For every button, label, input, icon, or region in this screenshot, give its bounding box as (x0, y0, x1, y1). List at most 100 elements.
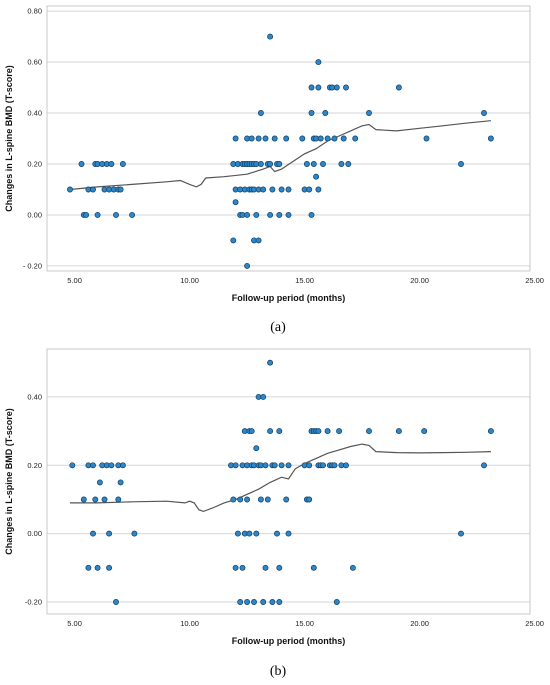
panel-a-data-point (343, 84, 349, 91)
panel-a-data-point (253, 211, 260, 218)
panel-a-data-point (303, 161, 310, 167)
panel-a-data-point (338, 161, 345, 167)
panel-a-x-tick-label: 15.00 (295, 276, 314, 285)
panel-a-data-point (458, 161, 464, 167)
panel-b-x-tick-label: 25.00 (525, 619, 544, 628)
panel-a-data-point (308, 211, 315, 218)
panel-a-data-point (78, 161, 85, 167)
panel-b-data-point (80, 496, 87, 503)
panel-b-y-tick-label: 0.40 (27, 392, 42, 401)
panel-b-data-point (69, 462, 76, 469)
panel-a-data-point (244, 211, 251, 218)
panel-a-data-point (267, 33, 274, 40)
panel-a-data-point (352, 135, 359, 142)
panel-b-data-point (251, 599, 257, 605)
panel-b-data-point (324, 428, 331, 435)
panel-b-data-point (106, 564, 113, 571)
panel-a-data-point (267, 211, 274, 218)
panel-b-data-point (264, 496, 271, 503)
panel-a-data-point (244, 262, 251, 269)
panel-b-data-point (119, 462, 126, 469)
panel-b-data-point (96, 479, 103, 486)
panel-b-label: (b) (270, 664, 287, 679)
panel-b-data-point (306, 462, 313, 469)
panel-b-data-point (244, 496, 251, 503)
panel-b-data-point (94, 564, 101, 571)
panel-b-data-point (115, 496, 122, 503)
panel-a-data-point (283, 135, 290, 142)
panel-a-data-point (113, 211, 119, 218)
panel-b-data-point (234, 530, 241, 537)
panel-a-data-point (269, 186, 276, 193)
panel-b-data-point (285, 530, 292, 537)
panel-b-data-point (117, 479, 124, 486)
panel-b-data-point (285, 462, 292, 469)
panel-b-data-point (271, 462, 278, 469)
panel-a-data-point (119, 161, 126, 167)
panel-a-data-point (257, 110, 264, 116)
panel-b-data-point (331, 462, 338, 469)
panel-b-data-point (458, 530, 464, 537)
panel-a-data-point (262, 135, 269, 142)
panel-b-data-point (237, 599, 244, 605)
panel-b-data-point (320, 462, 326, 469)
panel-a-data-point (67, 186, 73, 193)
panel-b-data-point (395, 428, 402, 435)
panel-a-data-point (108, 161, 115, 167)
panel-a-y-tick-label: - 0.20 (23, 261, 42, 270)
panel-b-data-point (239, 564, 246, 571)
panel-a-x-tick-label: 20.00 (410, 276, 429, 285)
panel-a-data-point (257, 161, 264, 167)
panel-a-data-point (481, 110, 487, 116)
panel-b-data-point (244, 599, 251, 605)
panel-b-data-point (267, 428, 274, 435)
panel-b-data-point (106, 530, 113, 537)
panel-a-data-point (90, 186, 96, 193)
panel-b-data-point (262, 564, 269, 571)
panel-a-y-tick-label: 0.00 (27, 210, 42, 219)
panel-b-data-point (108, 462, 115, 469)
panel-a-data-point (248, 135, 255, 142)
panel-b-y-tick-label: -0.20 (25, 598, 42, 607)
panel-b-data-point (481, 462, 487, 469)
panel-a-data-point (395, 84, 402, 91)
panel-a-data-point (313, 173, 320, 180)
panel-a-data-point (315, 186, 322, 193)
panel-b-x-axis-label: Follow-up period (months) (232, 636, 345, 646)
panel-a-label: (a) (270, 320, 286, 335)
panel-b-data-point (262, 462, 269, 469)
panel-a-data-point (308, 84, 315, 91)
panel-a-y-tick-label: 0.60 (27, 58, 42, 67)
panel-a-data-point (310, 161, 317, 167)
panel-a-data-point (333, 84, 340, 91)
panel-b-data-point (336, 428, 343, 435)
panel-b-data-point (253, 445, 260, 452)
panel-b-data-point (343, 462, 349, 469)
panel-a-y-tick-label: 0.80 (27, 7, 42, 16)
panel-a-data-point (276, 161, 283, 167)
panel-b-data-point (232, 564, 239, 571)
panel-b-data-point (366, 428, 372, 435)
panel-b-data-point (333, 599, 340, 605)
panel-b-data-point (232, 462, 239, 469)
panel-b-data-point (276, 428, 283, 435)
panel-b-y-tick-label: 0.20 (27, 461, 42, 470)
panel-a-data-point (308, 110, 315, 116)
panel-a-data-point (423, 135, 430, 142)
panel-a-y-tick-label: 0.20 (27, 159, 42, 168)
panel-a-data-point (331, 135, 338, 142)
panel-a-data-point (366, 110, 372, 116)
panel-b-data-point (274, 530, 280, 537)
panel-a-data-point (315, 84, 322, 91)
panel-b-y-tick-label: 0.00 (27, 529, 42, 538)
panel-a-data-point (345, 161, 352, 167)
panel-a-data-point (230, 237, 237, 244)
panel-a-data-point (232, 135, 239, 142)
panel-a-data-point (271, 135, 278, 142)
panel-a-data-point (83, 211, 90, 218)
panel-a-y-axis-label: Changes in L-spine BMD (T-score) (4, 65, 14, 212)
panel-a-x-tick-label: 5.00 (67, 276, 82, 285)
panel-b-x-tick-label: 5.00 (67, 619, 82, 628)
panel-a-data-point (315, 59, 322, 66)
